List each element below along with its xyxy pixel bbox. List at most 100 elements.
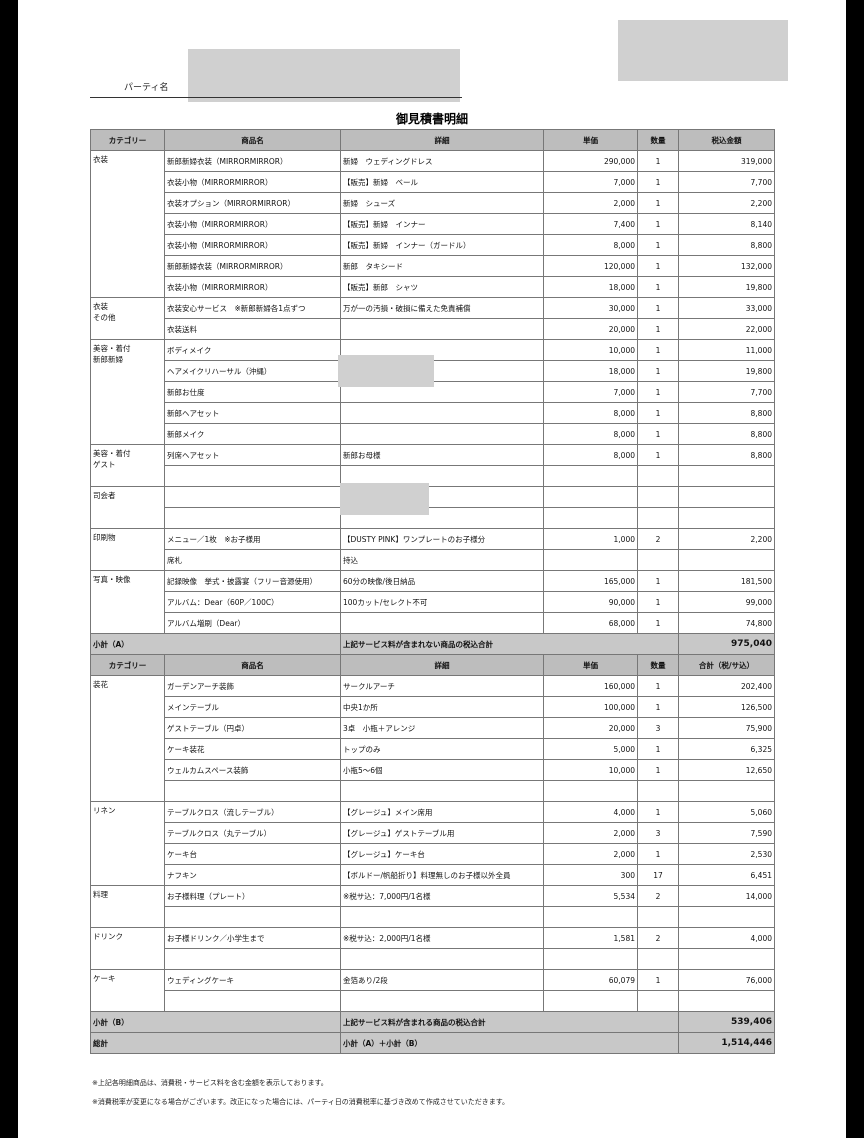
product: 席札 xyxy=(164,549,341,571)
amount xyxy=(678,990,775,1012)
estimate-table: カテゴリー 商品名 詳細 単価 数量 税込金額 衣装 新郎新婦衣装（MIRRORMIRROR）… xyxy=(90,129,775,1054)
category-line: ドリンク xyxy=(93,932,123,941)
quantity: 2 xyxy=(637,528,679,550)
item-row: 新郎メイク 8,000 1 8,800 xyxy=(91,423,775,445)
detail: 新婦 ウェディングドレス xyxy=(340,150,544,172)
unit-price: 18,000 xyxy=(543,276,638,298)
item-row: テーブルクロス（丸テーブル） 【グレージュ】ゲストテーブル用 2,000 3 7,590 xyxy=(91,822,775,844)
column-header: カテゴリー xyxy=(90,654,165,676)
amount: 8,800 xyxy=(678,402,775,424)
quantity: 1 xyxy=(637,213,679,235)
item-row: アルバム増刷（Dear） 68,000 1 74,800 xyxy=(91,612,775,634)
category: 司会者 xyxy=(90,486,165,529)
page: パーティ名 御見積書明細 カテゴリー 商品名 詳細 単価 数量 税込金額 衣装 新郎新婦衣装（… xyxy=(18,0,846,1138)
product: ウェディングケーキ xyxy=(164,969,341,991)
amount xyxy=(678,549,775,571)
amount: 33,000 xyxy=(678,297,775,319)
unit-price: 7,000 xyxy=(543,381,638,403)
unit-price: 20,000 xyxy=(543,717,638,739)
product: ケーキ装花 xyxy=(164,738,341,760)
item-row: 衣装小物（MIRRORMIRROR） 【販売】新郎 シャツ 18,000 1 19,80… xyxy=(91,276,775,298)
quantity: 1 xyxy=(637,444,679,466)
detail: 【ボルドー/帆船折り】料理無しのお子様以外全員 xyxy=(340,864,544,886)
quantity: 1 xyxy=(637,360,679,382)
product xyxy=(164,990,341,1012)
amount: 12,650 xyxy=(678,759,775,781)
quantity: 1 xyxy=(637,171,679,193)
product xyxy=(164,906,341,928)
amount xyxy=(678,780,775,802)
item-row: 司会者 xyxy=(90,486,775,529)
quantity: 3 xyxy=(637,822,679,844)
category: 美容・着付 新郎新婦 xyxy=(90,339,165,445)
category: ドリンク xyxy=(90,927,165,970)
quantity: 1 xyxy=(637,276,679,298)
redacted xyxy=(340,483,429,515)
detail xyxy=(340,906,544,928)
detail: 【販売】新婦 インナー xyxy=(340,213,544,235)
unit-price: 7,000 xyxy=(543,171,638,193)
item-row: 新郎ヘアセット 8,000 1 8,800 xyxy=(91,402,775,424)
column-header: 単価 xyxy=(543,129,638,151)
item-row: 衣装送料 20,000 1 22,000 xyxy=(91,318,775,340)
amount: 126,500 xyxy=(678,696,775,718)
unit-price: 2,000 xyxy=(543,822,638,844)
amount: 7,700 xyxy=(678,171,775,193)
detail: 金箔あり/2段 xyxy=(340,969,544,991)
detail: 【販売】新婦 インナー（ガードル） xyxy=(340,234,544,256)
detail: 【DUSTY PINK】ワンプレートのお子様分 xyxy=(340,528,544,550)
amount: 202,400 xyxy=(678,675,775,697)
item-row: 新郎新婦衣装（MIRRORMIRROR） 新郎 タキシード 120,000 1 132,… xyxy=(91,255,775,277)
category-line: 司会者 xyxy=(93,491,116,500)
category: リネン xyxy=(90,801,165,886)
item-row: ナフキン 【ボルドー/帆船折り】料理無しのお子様以外全員 300 17 6,451 xyxy=(91,864,775,886)
amount: 132,000 xyxy=(678,255,775,277)
product xyxy=(164,465,341,487)
product: メインテーブル xyxy=(164,696,341,718)
product: 衣装小物（MIRRORMIRROR） xyxy=(164,213,341,235)
unit-price: 18,000 xyxy=(543,360,638,382)
amount: 19,800 xyxy=(678,360,775,382)
product: テーブルクロス（丸テーブル） xyxy=(164,822,341,844)
item-row xyxy=(91,990,775,1012)
amount xyxy=(678,465,775,487)
quantity: 1 xyxy=(637,297,679,319)
product: ウェルカムスペース装飾 xyxy=(164,759,341,781)
amount: 14,000 xyxy=(678,885,775,907)
amount: 7,700 xyxy=(678,381,775,403)
summary-row: 総計 小計（A）＋小計（B） 1,514,446 xyxy=(90,1032,775,1054)
product: お子様ドリンク／小学生まで xyxy=(164,927,341,949)
category-line: 印刷物 xyxy=(93,533,116,542)
quantity: 1 xyxy=(637,969,679,991)
detail: 【販売】新婦 ベール xyxy=(340,171,544,193)
category-line: 衣装 xyxy=(93,155,108,164)
unit-price: 20,000 xyxy=(543,318,638,340)
quantity: 2 xyxy=(637,885,679,907)
quantity xyxy=(637,948,679,970)
footnote: ※上記各明細商品は、消費税・サービス料を含む金額を表示しております。 xyxy=(92,1079,328,1087)
item-row: 衣装 その他 衣装安心サービス ※新郎新婦各1点ずつ 万が一の汚損・破損に備えた免責補… xyxy=(90,297,775,340)
category-line: 料理 xyxy=(93,890,108,899)
product: アルバム：Dear（60P／100C） xyxy=(164,591,341,613)
product xyxy=(164,507,341,529)
product: テーブルクロス（流しテーブル） xyxy=(164,801,341,823)
detail: 【グレージュ】ゲストテーブル用 xyxy=(340,822,544,844)
category-line: 写真・映像 xyxy=(93,575,131,584)
column-header: カテゴリー xyxy=(90,129,165,151)
product: 衣装小物（MIRRORMIRROR） xyxy=(164,234,341,256)
amount: 4,000 xyxy=(678,927,775,949)
amount: 8,140 xyxy=(678,213,775,235)
amount: 8,800 xyxy=(678,423,775,445)
item-row: 美容・着付 新郎新婦 ボディメイク 10,000 1 11,000 xyxy=(90,339,775,445)
item-row: ゲストテーブル（円卓） 3卓 小瓶＋アレンジ 20,000 3 75,900 xyxy=(91,717,775,739)
category: 衣装 その他 xyxy=(90,297,165,340)
quantity: 1 xyxy=(637,234,679,256)
quantity: 1 xyxy=(637,150,679,172)
item-row: ケーキ台 【グレージュ】ケーキ台 2,000 1 2,530 xyxy=(91,843,775,865)
detail xyxy=(340,780,544,802)
quantity: 1 xyxy=(637,255,679,277)
detail: ※税サ込：7,000円/1名様 xyxy=(340,885,544,907)
quantity: 1 xyxy=(637,591,679,613)
amount: 6,451 xyxy=(678,864,775,886)
